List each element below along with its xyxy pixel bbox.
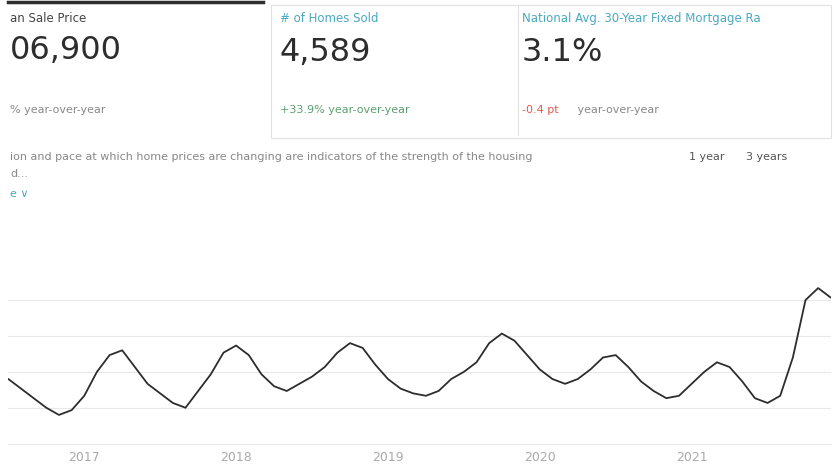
Text: 3.1%: 3.1% (522, 37, 603, 68)
Text: 06,900: 06,900 (10, 35, 122, 66)
Text: +33.9% year-over-year: +33.9% year-over-year (280, 105, 409, 115)
Text: -0.4 pt: -0.4 pt (522, 105, 559, 115)
Text: 3 years: 3 years (746, 152, 787, 162)
Text: # of Homes Sold: # of Homes Sold (280, 12, 378, 25)
Text: 4,589: 4,589 (280, 37, 372, 68)
Text: e ∨: e ∨ (10, 189, 28, 199)
Text: % year-over-year: % year-over-year (10, 105, 105, 115)
Text: ion and pace at which home prices are changing are indicators of the strength of: ion and pace at which home prices are ch… (10, 152, 533, 162)
Text: year-over-year: year-over-year (574, 105, 659, 115)
Text: 1 year: 1 year (689, 152, 725, 162)
Text: an Sale Price: an Sale Price (10, 12, 86, 25)
Text: National Avg. 30-Year Fixed Mortgage Ra: National Avg. 30-Year Fixed Mortgage Ra (522, 12, 761, 25)
Text: d...: d... (10, 169, 28, 179)
